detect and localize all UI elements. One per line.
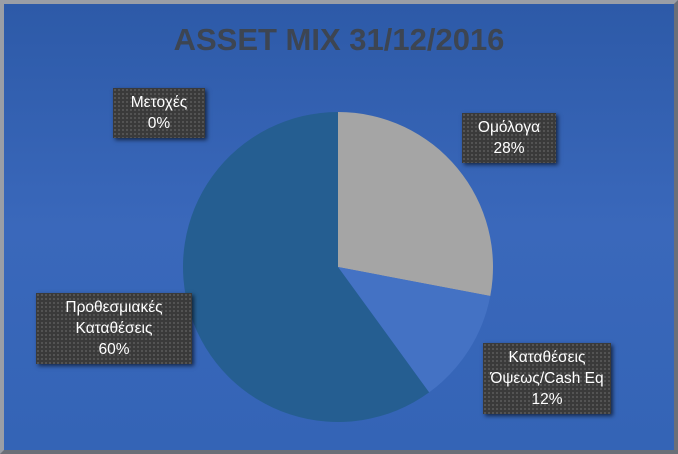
value-label: 60% [98, 341, 130, 358]
data-label: Καταθέσεις Όψεως/Cash Eq 12% [483, 343, 611, 414]
category-label: Καταθέσεις Όψεως/Cash Eq [490, 349, 604, 387]
category-label: Ομόλογα [477, 119, 541, 136]
pie-slice [338, 112, 494, 297]
pie-area [183, 112, 494, 423]
chart-title: ASSET MIX 31/12/2016 [173, 22, 505, 57]
value-label: 0% [147, 115, 171, 132]
category-label: Μετοχές [130, 94, 188, 111]
data-label: Μετοχές 0% [113, 88, 205, 138]
value-label: 28% [493, 140, 525, 157]
data-label: Προθεσμιακές Καταθέσεις 60% [36, 293, 192, 364]
pie-slice [338, 267, 491, 393]
data-label: Ομόλογα 28% [462, 113, 556, 163]
value-label: 12% [531, 391, 563, 408]
pie-slice [183, 112, 430, 423]
category-label: Προθεσμιακές Καταθέσεις [65, 299, 163, 337]
